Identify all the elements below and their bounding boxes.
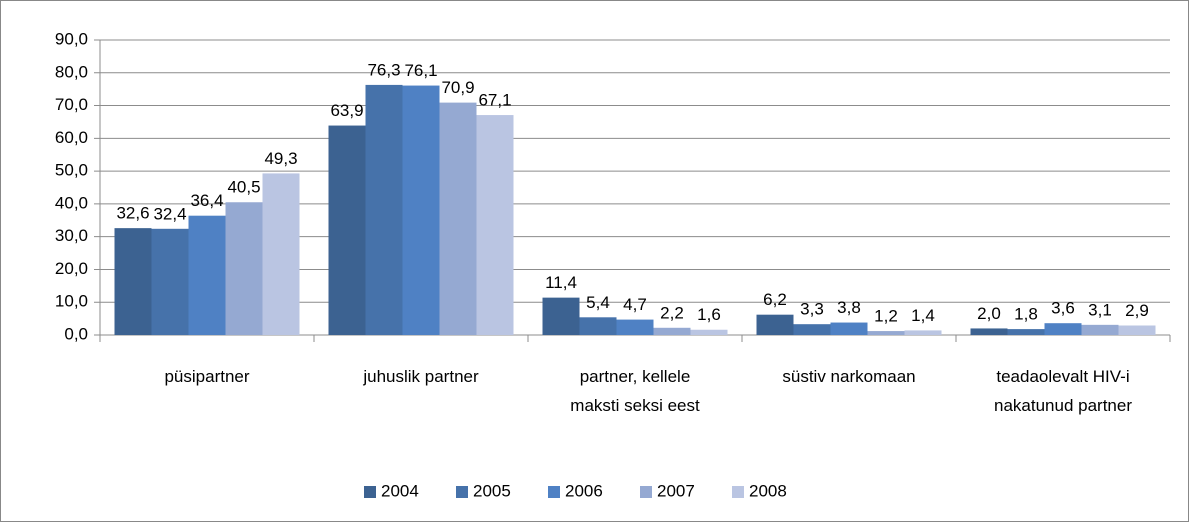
- legend-swatch: [456, 486, 468, 498]
- bar: [1007, 329, 1045, 335]
- x-tick-label: püsipartner: [164, 367, 249, 386]
- value-label: 1,2: [874, 307, 898, 326]
- bar: [476, 115, 514, 335]
- bar: [653, 327, 691, 335]
- bar: [1081, 324, 1119, 335]
- y-tick-label: 50,0: [55, 161, 88, 180]
- y-tick-label: 90,0: [55, 29, 88, 48]
- bar: [793, 324, 831, 335]
- value-label: 5,4: [586, 293, 610, 312]
- value-label: 36,4: [190, 191, 223, 210]
- value-label: 32,6: [116, 204, 149, 223]
- x-tick-label: partner, kellele maksti seksi eest: [570, 367, 700, 415]
- y-tick-label: 0,0: [64, 324, 88, 343]
- value-label: 3,1: [1088, 300, 1112, 319]
- bar: [616, 319, 654, 335]
- y-tick-label: 30,0: [55, 226, 88, 245]
- bar: [365, 84, 403, 336]
- value-label: 49,3: [264, 149, 297, 168]
- value-label: 40,5: [227, 178, 260, 197]
- bar: [225, 202, 263, 335]
- legend-label: 2008: [749, 481, 787, 500]
- x-tick-label-line: partner, kellele: [580, 367, 691, 386]
- x-tick-label: süstiv narkomaan: [782, 367, 915, 386]
- x-tick-label-line: püsipartner: [164, 367, 249, 386]
- bar: [114, 228, 152, 335]
- value-label: 76,1: [404, 61, 437, 80]
- value-label: 70,9: [441, 78, 474, 97]
- value-label: 3,6: [1051, 299, 1075, 318]
- value-label: 6,2: [763, 290, 787, 309]
- value-label: 2,9: [1125, 301, 1149, 320]
- value-label: 67,1: [478, 91, 511, 110]
- x-tick-label-line: maksti seksi eest: [570, 396, 700, 415]
- bar: [867, 331, 905, 335]
- x-tick-label: juhuslik partner: [362, 367, 479, 386]
- bar: [690, 329, 728, 335]
- bar: [151, 228, 189, 335]
- value-label: 3,8: [837, 298, 861, 317]
- bar: [579, 317, 617, 335]
- value-label: 4,7: [623, 295, 647, 314]
- y-tick-label: 70,0: [55, 95, 88, 114]
- legend-label: 2004: [381, 481, 419, 500]
- value-label: 1,4: [911, 306, 935, 325]
- legend-label: 2005: [473, 481, 511, 500]
- value-label: 3,3: [800, 300, 824, 319]
- value-label: 1,8: [1014, 305, 1038, 324]
- bar: [904, 330, 942, 335]
- bar: [1118, 325, 1156, 335]
- value-label: 63,9: [330, 101, 363, 120]
- bar: [1044, 323, 1082, 335]
- bar: [262, 173, 300, 335]
- bar: [402, 85, 440, 335]
- legend-swatch: [548, 486, 560, 498]
- legend-swatch: [732, 486, 744, 498]
- bar: [830, 322, 868, 335]
- x-tick-label-line: nakatunud partner: [994, 396, 1132, 415]
- bar: [439, 102, 477, 335]
- legend-swatch: [640, 486, 652, 498]
- x-tick-label-line: teadaolevalt HIV-i: [996, 367, 1129, 386]
- bar: [970, 328, 1008, 335]
- y-tick-label: 10,0: [55, 292, 88, 311]
- bar: [542, 297, 580, 335]
- y-tick-label: 60,0: [55, 128, 88, 147]
- y-tick-label: 20,0: [55, 259, 88, 278]
- value-label: 11,4: [545, 273, 577, 292]
- bar: [188, 215, 226, 335]
- bar: [756, 314, 794, 335]
- y-tick-label: 40,0: [55, 193, 88, 212]
- value-label: 76,3: [367, 60, 400, 79]
- x-tick-label-line: juhuslik partner: [362, 367, 479, 386]
- legend-label: 2007: [657, 481, 695, 500]
- value-label: 2,2: [660, 303, 684, 322]
- value-label: 2,0: [977, 304, 1001, 323]
- value-label: 1,6: [697, 305, 721, 324]
- x-tick-label-line: süstiv narkomaan: [782, 367, 915, 386]
- y-tick-label: 80,0: [55, 62, 88, 81]
- value-label: 32,4: [153, 204, 186, 223]
- x-tick-label: teadaolevalt HIV-i nakatunud partner: [994, 367, 1132, 415]
- legend-label: 2006: [565, 481, 603, 500]
- legend-swatch: [364, 486, 376, 498]
- bar: [328, 125, 366, 335]
